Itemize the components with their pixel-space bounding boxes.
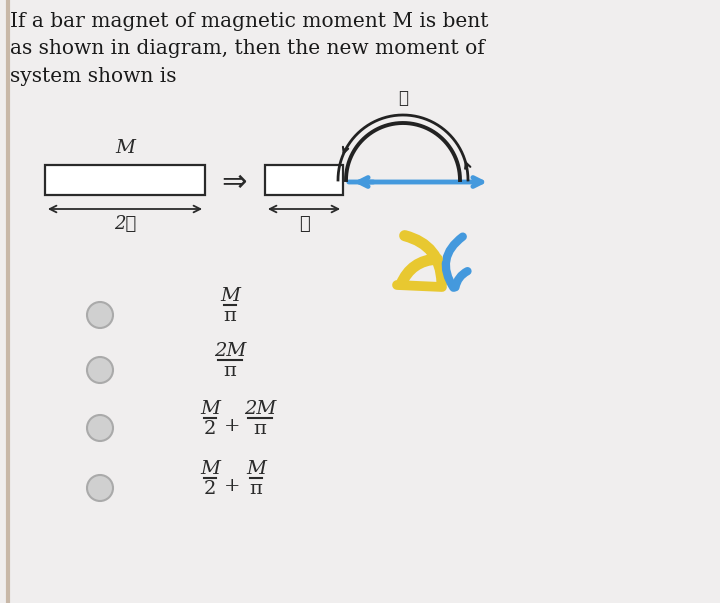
- Text: +: +: [224, 417, 240, 435]
- Text: M: M: [220, 287, 240, 305]
- Circle shape: [87, 302, 113, 328]
- Circle shape: [87, 357, 113, 383]
- Text: 2M: 2M: [244, 400, 276, 418]
- Text: M: M: [115, 139, 135, 157]
- Circle shape: [87, 475, 113, 501]
- Text: 2ℓ: 2ℓ: [114, 215, 136, 233]
- Circle shape: [87, 415, 113, 441]
- Text: M: M: [200, 400, 220, 418]
- Text: 2: 2: [204, 480, 216, 498]
- Text: 2M: 2M: [214, 342, 246, 360]
- Bar: [265, 165, 343, 195]
- Text: M: M: [200, 460, 220, 478]
- Text: π: π: [253, 420, 266, 438]
- Bar: [45, 165, 205, 195]
- Text: +: +: [224, 477, 240, 495]
- Text: 2: 2: [204, 420, 216, 438]
- Text: π: π: [224, 362, 236, 380]
- Text: If a bar magnet of magnetic moment M is bent
as shown in diagram, then the new m: If a bar magnet of magnetic moment M is …: [10, 12, 488, 86]
- Text: π: π: [250, 480, 262, 498]
- Text: ℓ: ℓ: [398, 90, 408, 107]
- Text: M: M: [246, 460, 266, 478]
- Text: ℓ: ℓ: [299, 215, 310, 233]
- Text: $\Rightarrow$: $\Rightarrow$: [216, 165, 248, 197]
- Text: π: π: [224, 307, 236, 325]
